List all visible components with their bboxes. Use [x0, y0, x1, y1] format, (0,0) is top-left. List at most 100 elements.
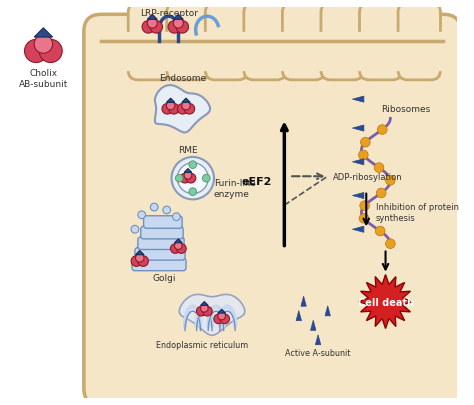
Circle shape [171, 244, 180, 254]
Circle shape [136, 254, 144, 262]
Polygon shape [174, 239, 182, 243]
Circle shape [377, 126, 387, 135]
Circle shape [214, 314, 223, 324]
FancyBboxPatch shape [135, 248, 185, 260]
Text: Cholix
AB-subunit: Cholix AB-subunit [18, 69, 68, 88]
Polygon shape [315, 335, 321, 345]
Bar [101, 32, 443, 71]
Polygon shape [352, 159, 364, 166]
Circle shape [182, 102, 190, 111]
Circle shape [202, 307, 212, 316]
Polygon shape [301, 296, 306, 307]
Polygon shape [182, 99, 190, 103]
Circle shape [197, 307, 206, 316]
Circle shape [186, 174, 196, 183]
Polygon shape [296, 311, 301, 321]
Polygon shape [34, 29, 53, 38]
Text: Inhibition of protein
synthesis: Inhibition of protein synthesis [376, 203, 459, 222]
Circle shape [180, 174, 190, 183]
Circle shape [176, 244, 186, 254]
Circle shape [138, 211, 146, 219]
Circle shape [169, 104, 179, 115]
Polygon shape [352, 97, 364, 103]
Circle shape [376, 189, 386, 198]
Circle shape [174, 242, 182, 250]
Circle shape [184, 172, 192, 180]
Text: RME: RME [178, 146, 198, 155]
Text: ADP-ribosylation: ADP-ribosylation [333, 172, 402, 181]
Circle shape [202, 175, 210, 183]
Circle shape [385, 239, 395, 249]
Circle shape [150, 21, 163, 34]
Polygon shape [352, 227, 364, 233]
Circle shape [131, 256, 142, 267]
Circle shape [189, 188, 197, 196]
Circle shape [142, 21, 155, 34]
Circle shape [175, 175, 183, 183]
Circle shape [359, 214, 369, 224]
Circle shape [172, 158, 214, 200]
Circle shape [173, 213, 180, 221]
Circle shape [220, 314, 229, 324]
Text: LRP-receptor: LRP-receptor [140, 9, 198, 18]
Text: Cell death: Cell death [357, 297, 413, 307]
Text: Endoplasmic reticulum: Endoplasmic reticulum [156, 340, 248, 349]
Polygon shape [155, 86, 210, 133]
FancyBboxPatch shape [167, 4, 209, 81]
Polygon shape [358, 275, 412, 329]
Polygon shape [201, 302, 208, 306]
Circle shape [166, 102, 175, 111]
Circle shape [375, 227, 385, 236]
Polygon shape [173, 15, 183, 20]
Circle shape [168, 21, 181, 34]
Polygon shape [184, 169, 192, 173]
Circle shape [173, 19, 183, 29]
Circle shape [360, 201, 369, 211]
Circle shape [34, 36, 53, 54]
Circle shape [176, 21, 189, 34]
Circle shape [177, 104, 188, 115]
Polygon shape [179, 295, 245, 335]
Circle shape [138, 256, 148, 267]
FancyBboxPatch shape [84, 15, 461, 405]
Polygon shape [325, 306, 330, 316]
Text: eEF2: eEF2 [241, 177, 272, 187]
Circle shape [162, 104, 173, 115]
Circle shape [177, 163, 208, 194]
Circle shape [184, 104, 195, 115]
FancyBboxPatch shape [144, 216, 182, 229]
Text: Golgi: Golgi [152, 273, 175, 282]
Polygon shape [136, 251, 144, 255]
Circle shape [361, 138, 370, 148]
Circle shape [25, 40, 48, 63]
FancyBboxPatch shape [205, 4, 248, 81]
Circle shape [39, 40, 62, 63]
FancyBboxPatch shape [132, 258, 186, 271]
Circle shape [150, 204, 158, 211]
Polygon shape [352, 193, 364, 199]
Polygon shape [352, 126, 364, 132]
Circle shape [385, 176, 395, 185]
Circle shape [358, 151, 368, 160]
Polygon shape [218, 309, 226, 313]
Text: Ribosomes: Ribosomes [381, 105, 430, 114]
Circle shape [163, 207, 171, 214]
Text: Active A-subunit: Active A-subunit [285, 348, 351, 357]
Circle shape [131, 226, 139, 234]
Polygon shape [166, 99, 175, 103]
FancyBboxPatch shape [128, 4, 171, 81]
FancyBboxPatch shape [141, 227, 183, 239]
FancyBboxPatch shape [283, 4, 325, 81]
FancyBboxPatch shape [359, 4, 402, 81]
Polygon shape [147, 15, 157, 20]
Polygon shape [310, 320, 316, 330]
Text: Endosome: Endosome [160, 74, 207, 83]
Circle shape [147, 19, 157, 29]
FancyBboxPatch shape [398, 4, 440, 81]
FancyBboxPatch shape [138, 237, 184, 250]
Circle shape [218, 312, 226, 320]
Circle shape [189, 162, 197, 169]
Circle shape [374, 163, 384, 173]
Text: Furin-like
enzyme: Furin-like enzyme [214, 179, 255, 198]
FancyBboxPatch shape [244, 4, 286, 81]
